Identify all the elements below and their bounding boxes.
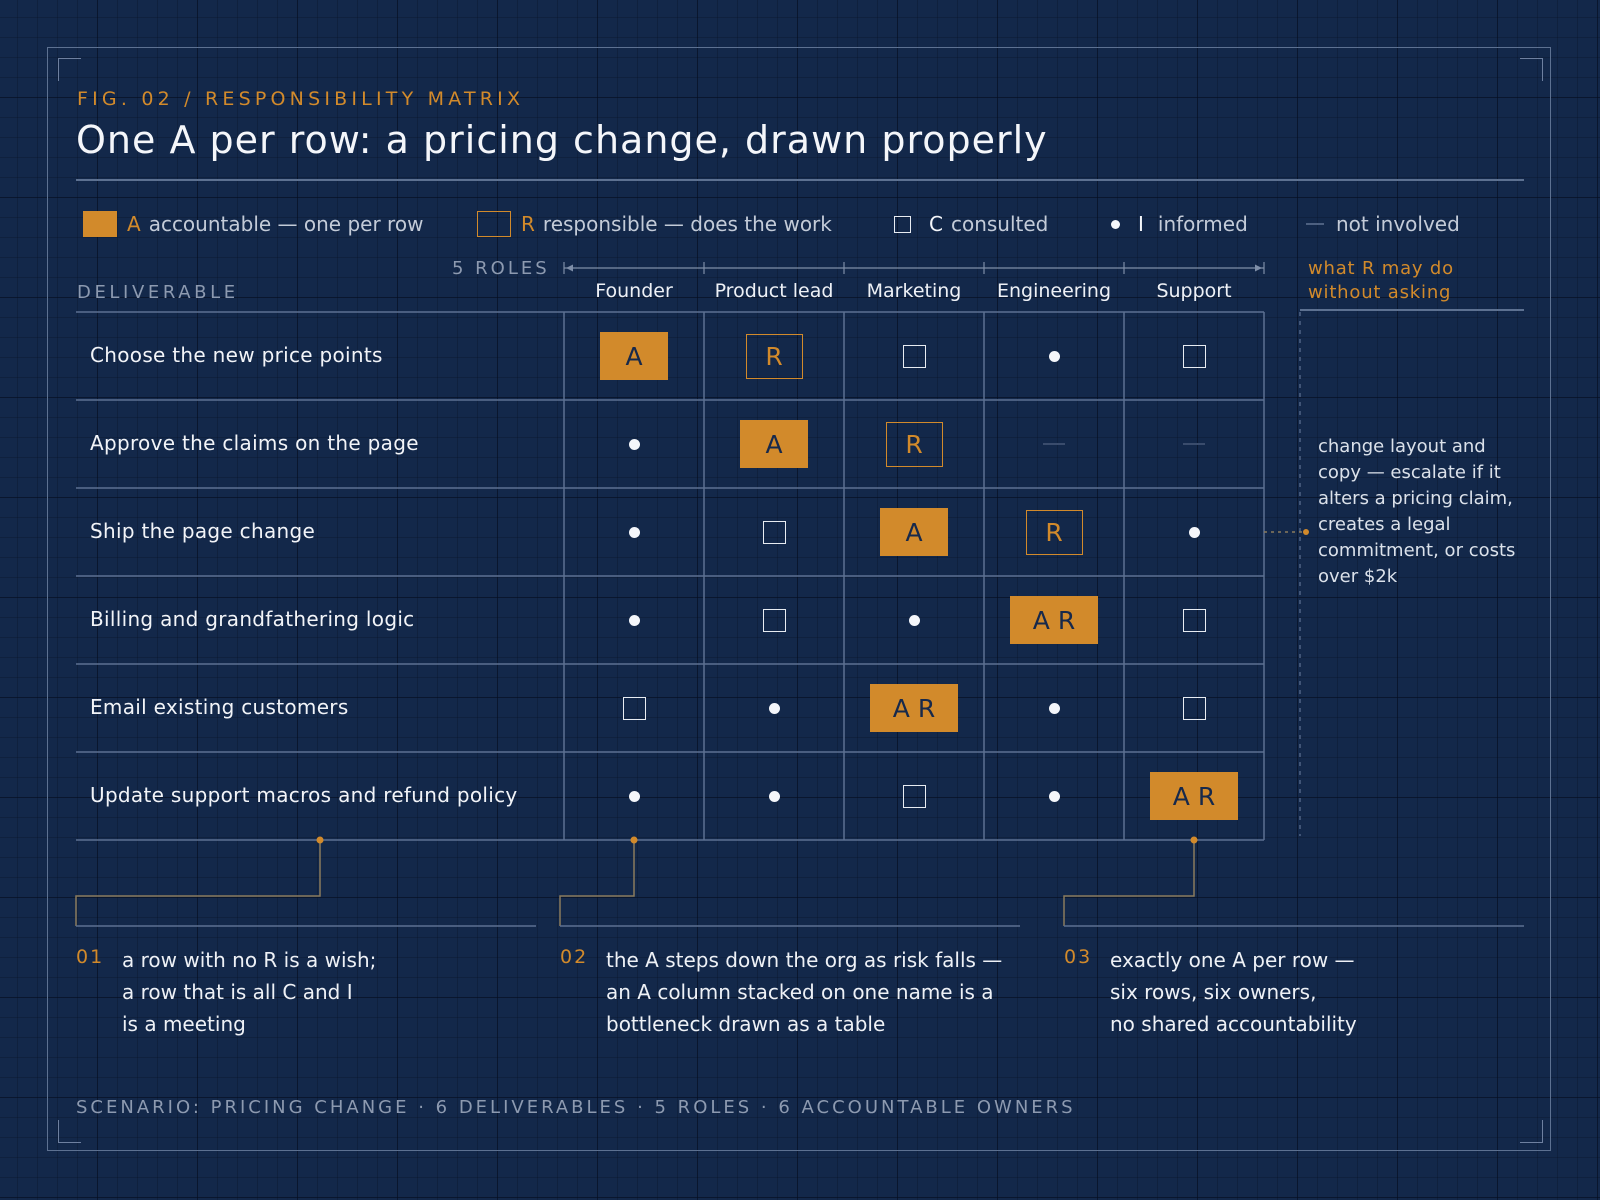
row-label: Email existing customers	[90, 695, 349, 719]
corner-mark	[58, 1120, 81, 1143]
note-number: 02	[560, 946, 589, 968]
figure-eyebrow: FIG. 02 / RESPONSIBILITY MATRIX	[77, 88, 525, 110]
consulted-square-icon	[894, 215, 911, 233]
consulted-square-icon	[1182, 344, 1206, 368]
deliverable-column-header: DELIVERABLE	[77, 282, 239, 303]
row-label: Billing and grandfathering logic	[90, 607, 415, 631]
consulted-square-icon	[1182, 696, 1206, 720]
informed-dot-icon	[1048, 350, 1060, 362]
figure-frame	[47, 47, 1551, 1151]
side-header-rule	[1300, 309, 1524, 311]
accountable-responsible-cell: A R	[1010, 596, 1098, 644]
corner-mark	[58, 58, 81, 81]
consulted-square-icon	[622, 696, 646, 720]
legend-text: responsible — does the work	[542, 212, 832, 236]
legend-key: A	[127, 212, 141, 236]
legend-consulted: C consulted	[894, 204, 1048, 244]
note-text: a row with no R is a wish; a row that is…	[122, 948, 377, 1036]
consulted-square-icon	[902, 344, 926, 368]
role-header-founder: Founder	[595, 280, 673, 302]
not-involved-dash-icon	[1043, 443, 1065, 445]
responsible-cell: R	[1025, 509, 1083, 555]
consulted-square-icon	[1182, 608, 1206, 632]
legend-key: R	[521, 212, 535, 236]
dash-icon	[1306, 223, 1324, 225]
legend-informed: I informed	[1111, 204, 1248, 244]
legend-accountable: A accountable — one per row	[83, 204, 423, 244]
side-header-line: what R may do	[1308, 258, 1454, 279]
informed-dot-icon	[1048, 790, 1060, 802]
row-label: Choose the new price points	[90, 343, 383, 367]
informed-dot-icon	[768, 790, 780, 802]
informed-dot-icon	[628, 438, 640, 450]
accountable-responsible-cell: A R	[1150, 772, 1238, 820]
informed-dot-icon	[768, 702, 780, 714]
legend-text: informed	[1157, 212, 1248, 236]
note-text: the A steps down the org as risk falls —…	[606, 948, 1003, 1036]
consulted-square-icon	[902, 784, 926, 808]
role-header-product-lead: Product lead	[714, 280, 834, 302]
informed-dot-icon	[1111, 219, 1120, 229]
scenario-footer: SCENARIO: PRICING CHANGE · 6 DELIVERABLE…	[76, 1097, 1076, 1118]
accountable-responsible-cell: A R	[870, 684, 958, 732]
legend-not-involved: not involved	[1306, 204, 1460, 244]
responsible-cell: R	[745, 333, 803, 379]
side-note: change layout and copy — escalate if it …	[1318, 436, 1516, 587]
informed-dot-icon	[1048, 702, 1060, 714]
role-header-engineering: Engineering	[997, 280, 1111, 302]
title-rule	[76, 179, 1524, 181]
responsible-swatch	[477, 211, 511, 237]
row-label: Approve the claims on the page	[90, 431, 419, 455]
corner-mark	[1520, 58, 1543, 81]
legend-text: accountable — one per row	[148, 212, 424, 236]
accountable-swatch	[83, 211, 117, 237]
legend-responsible: R responsible — does the work	[477, 204, 832, 244]
accountable-cell: A	[880, 508, 948, 556]
page-title: One A per row: a pricing change, drawn p…	[76, 118, 1048, 162]
responsible-cell: R	[885, 421, 943, 467]
legend-text: not involved	[1336, 212, 1460, 236]
informed-dot-icon	[628, 614, 640, 626]
legend-text: consulted	[950, 212, 1049, 236]
row-label: Ship the page change	[90, 519, 316, 543]
row-label: Update support macros and refund policy	[90, 783, 518, 807]
corner-mark	[1520, 1120, 1543, 1143]
role-header-marketing: Marketing	[866, 280, 962, 302]
accountable-cell: A	[600, 332, 668, 380]
legend-key: I	[1138, 212, 1144, 236]
note-number: 03	[1064, 946, 1093, 968]
informed-dot-icon	[628, 790, 640, 802]
informed-dot-icon	[908, 614, 920, 626]
note-text: exactly one A per row — six rows, six ow…	[1110, 948, 1357, 1036]
not-involved-dash-icon	[1183, 443, 1205, 445]
accountable-cell: A	[740, 420, 808, 468]
note-number: 01	[76, 946, 105, 968]
legend-key: C	[929, 212, 943, 236]
consulted-square-icon	[762, 608, 786, 632]
role-header-support: Support	[1156, 280, 1232, 302]
informed-dot-icon	[1188, 526, 1200, 538]
side-header-line: without asking	[1308, 282, 1452, 303]
side-column-header: what R may do without asking	[1308, 257, 1454, 305]
roles-count-label: 5 ROLES	[452, 258, 550, 279]
consulted-square-icon	[762, 520, 786, 544]
informed-dot-icon	[628, 526, 640, 538]
